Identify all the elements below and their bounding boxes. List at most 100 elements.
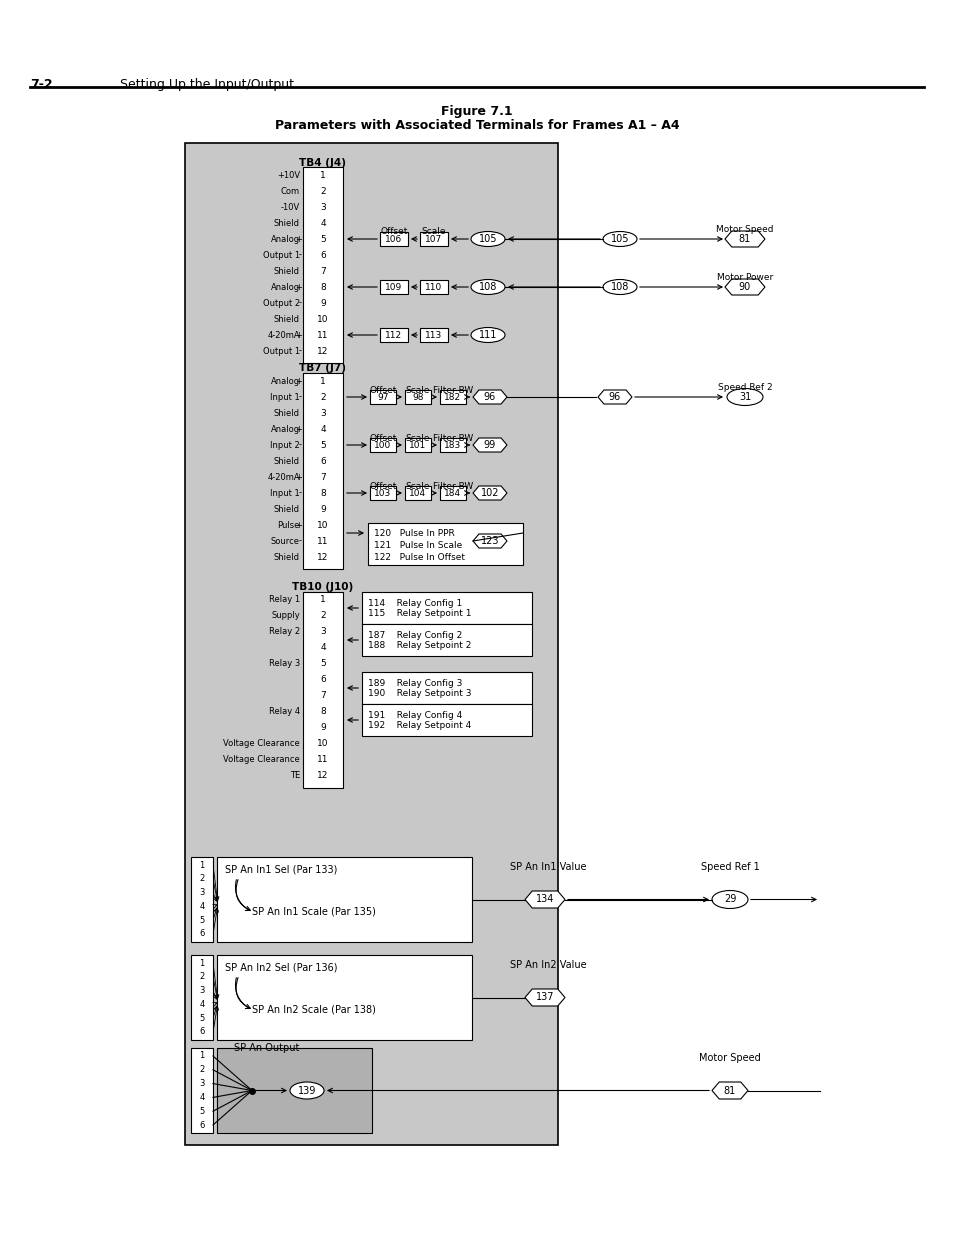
Text: 6: 6 (199, 1028, 205, 1036)
FancyBboxPatch shape (191, 955, 213, 1040)
Text: 10: 10 (317, 740, 329, 748)
Text: 90: 90 (739, 282, 750, 291)
FancyArrowPatch shape (235, 978, 250, 1009)
Text: Shield: Shield (274, 267, 299, 275)
Text: Relay 1: Relay 1 (269, 595, 299, 604)
FancyBboxPatch shape (405, 487, 431, 500)
Text: 1: 1 (320, 170, 326, 179)
Text: 7: 7 (320, 692, 326, 700)
Text: -: - (298, 393, 302, 401)
Text: Shield: Shield (274, 219, 299, 227)
Polygon shape (711, 1082, 747, 1099)
Text: 4: 4 (199, 1000, 204, 1009)
Text: 106: 106 (385, 235, 402, 243)
Text: TE: TE (290, 772, 299, 781)
Text: 96: 96 (608, 391, 620, 403)
FancyBboxPatch shape (405, 438, 431, 452)
FancyBboxPatch shape (379, 329, 408, 342)
Text: +: + (294, 425, 302, 433)
Text: 184: 184 (444, 489, 461, 498)
Text: Parameters with Associated Terminals for Frames A1 – A4: Parameters with Associated Terminals for… (274, 119, 679, 132)
Text: Setting Up the Input/Output: Setting Up the Input/Output (120, 78, 294, 91)
Polygon shape (524, 890, 564, 908)
Text: 103: 103 (374, 489, 392, 498)
Text: 6: 6 (199, 1120, 205, 1130)
FancyBboxPatch shape (379, 280, 408, 294)
Text: 2: 2 (199, 1066, 204, 1074)
Text: 9: 9 (320, 724, 326, 732)
Text: Shield: Shield (274, 457, 299, 466)
Text: 6: 6 (320, 251, 326, 259)
Text: 31: 31 (739, 391, 750, 403)
Text: 4: 4 (320, 425, 326, 433)
Text: 183: 183 (444, 441, 461, 450)
Text: +10V: +10V (276, 170, 299, 179)
Text: +: + (294, 520, 302, 530)
Text: 108: 108 (610, 282, 629, 291)
Text: 11: 11 (317, 536, 329, 546)
Text: 4: 4 (320, 643, 326, 652)
Text: Analog: Analog (271, 377, 299, 385)
Text: 122   Pulse In Offset: 122 Pulse In Offset (374, 552, 464, 562)
Text: 4: 4 (199, 902, 204, 911)
Text: Filter BW: Filter BW (433, 482, 473, 492)
Text: 115    Relay Setpoint 1: 115 Relay Setpoint 1 (368, 609, 471, 618)
Text: 99: 99 (483, 440, 496, 450)
Polygon shape (473, 487, 506, 500)
Text: -: - (298, 536, 302, 546)
FancyArrowPatch shape (235, 879, 250, 910)
Text: -: - (298, 251, 302, 259)
Text: Shield: Shield (274, 552, 299, 562)
Text: 12: 12 (317, 347, 329, 356)
Text: +: + (294, 377, 302, 385)
Text: 1: 1 (199, 958, 204, 967)
FancyBboxPatch shape (216, 955, 472, 1040)
Ellipse shape (290, 1082, 324, 1099)
Text: Output 1: Output 1 (263, 347, 299, 356)
Text: 2: 2 (320, 611, 326, 620)
Text: 3: 3 (199, 888, 205, 897)
Text: Scale: Scale (405, 433, 430, 443)
Text: 1: 1 (199, 1051, 204, 1061)
Text: 114    Relay Config 1: 114 Relay Config 1 (368, 599, 462, 608)
Text: +: + (294, 473, 302, 482)
Text: Output 1: Output 1 (263, 251, 299, 259)
Text: -: - (298, 489, 302, 498)
Text: 8: 8 (320, 283, 326, 291)
Text: 105: 105 (478, 233, 497, 245)
Text: Relay 4: Relay 4 (269, 708, 299, 716)
Text: 81: 81 (723, 1086, 736, 1095)
Text: Shield: Shield (274, 409, 299, 417)
Text: Filter BW: Filter BW (433, 387, 473, 395)
Text: 1: 1 (320, 595, 326, 604)
Text: 2: 2 (199, 972, 204, 982)
FancyBboxPatch shape (370, 487, 395, 500)
Text: Analog: Analog (271, 283, 299, 291)
Text: 96: 96 (483, 391, 496, 403)
Text: 109: 109 (385, 283, 402, 291)
Text: Offset: Offset (369, 482, 396, 492)
FancyBboxPatch shape (379, 232, 408, 246)
Text: SP An In1 Sel (Par 133): SP An In1 Sel (Par 133) (225, 864, 337, 874)
Text: Offset: Offset (369, 387, 396, 395)
Polygon shape (724, 231, 764, 247)
Text: 102: 102 (480, 488, 498, 498)
FancyBboxPatch shape (439, 438, 465, 452)
Text: Scale: Scale (421, 227, 446, 236)
Text: 3: 3 (320, 627, 326, 636)
Text: 11: 11 (317, 756, 329, 764)
Text: 2: 2 (320, 393, 326, 401)
Polygon shape (473, 390, 506, 404)
Text: 1: 1 (199, 861, 204, 869)
Text: 139: 139 (297, 1086, 315, 1095)
Text: 113: 113 (425, 331, 442, 340)
Text: 12: 12 (317, 552, 329, 562)
Text: Scale: Scale (405, 482, 430, 492)
Text: 188    Relay Setpoint 2: 188 Relay Setpoint 2 (368, 641, 471, 650)
FancyBboxPatch shape (368, 522, 522, 564)
Text: -: - (298, 347, 302, 356)
Text: 192    Relay Setpoint 4: 192 Relay Setpoint 4 (368, 720, 471, 730)
Text: 4: 4 (199, 1093, 204, 1102)
FancyBboxPatch shape (419, 329, 448, 342)
Text: Input 2: Input 2 (270, 441, 299, 450)
